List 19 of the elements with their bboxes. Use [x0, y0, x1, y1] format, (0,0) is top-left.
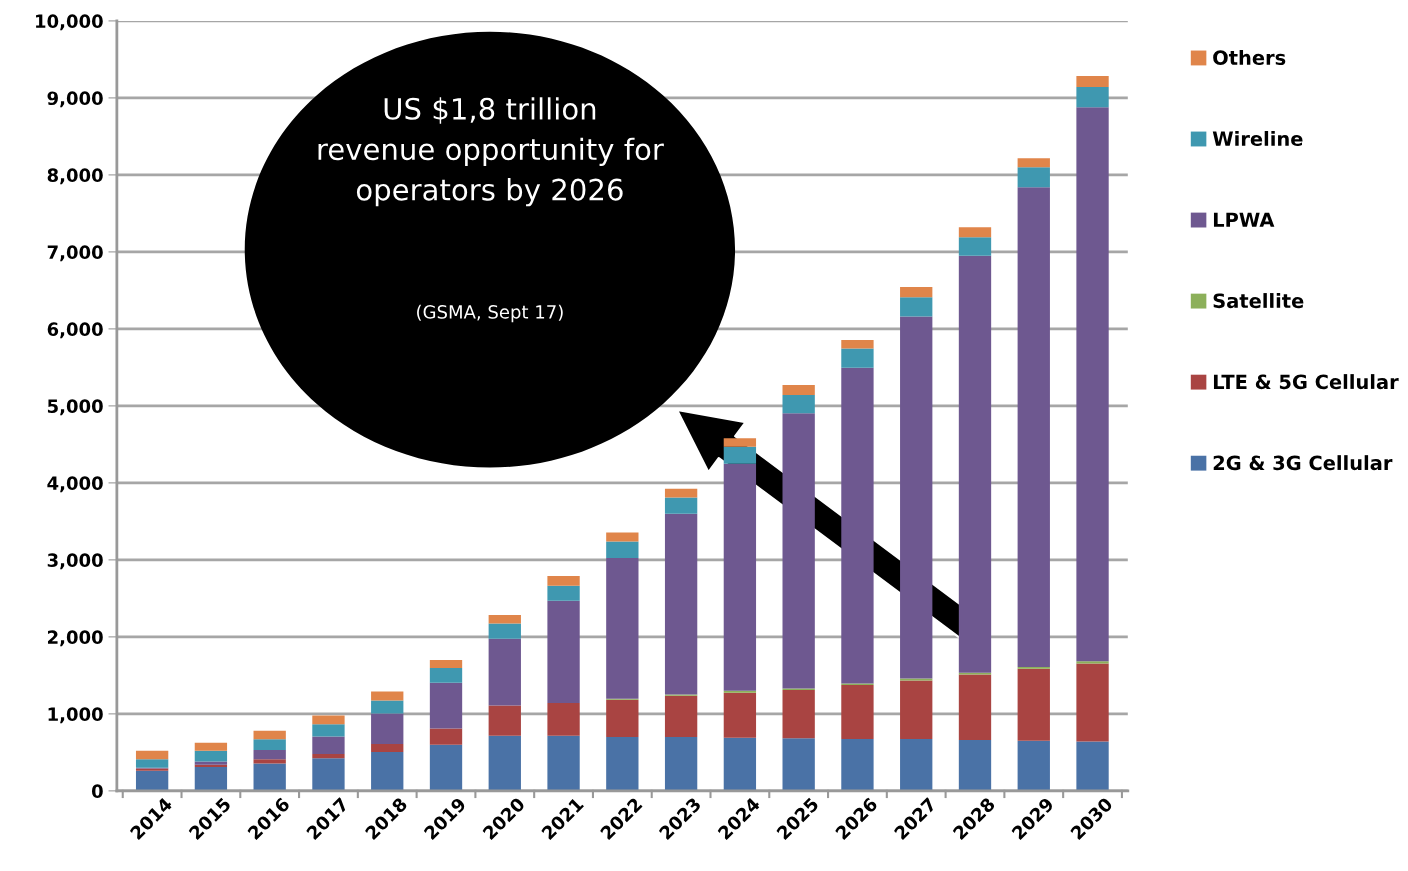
- y-tick-label: 9,000: [47, 91, 103, 108]
- y-tick-label: 5,000: [47, 399, 103, 416]
- legend-label: Satellite: [1213, 293, 1304, 309]
- legend-label: Wireline: [1212, 130, 1303, 147]
- y-tick-label: 6,000: [47, 322, 103, 339]
- y-tick-label: 0: [91, 784, 103, 798]
- y-tick-label: 1,000: [48, 707, 103, 724]
- annotation: US $1,8 trillion revenue opportunity for operators by 2026: [318, 97, 664, 207]
- legend-label: LTE & 5G Cellular: [1213, 374, 1399, 390]
- legend-label: LPWA: [1213, 212, 1275, 227]
- y-tick-label: 10,000: [36, 14, 103, 31]
- y-tick-label: 3,000: [47, 553, 103, 570]
- y-tick-label: 2,000: [47, 630, 103, 647]
- legend-label: 2G & 3G Cellular: [1213, 455, 1393, 471]
- y-tick-label: 4,000: [47, 476, 103, 493]
- annotation: (GSMA, Sept 17): [417, 304, 563, 323]
- y-tick-label: 7,000: [47, 245, 103, 262]
- y-tick-label: 8,000: [47, 168, 103, 185]
- legend-label: Others: [1213, 49, 1286, 65]
